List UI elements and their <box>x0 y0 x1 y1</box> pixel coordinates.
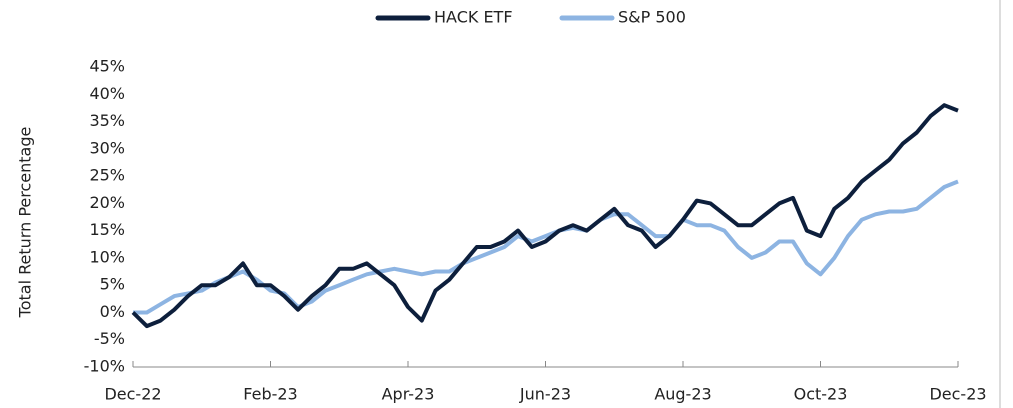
x-tick-label: Dec-22 <box>104 385 161 404</box>
series-line <box>131 103 959 329</box>
x-tick-label: Jun-23 <box>519 385 571 404</box>
x-tick-label: Oct-23 <box>794 385 848 404</box>
legend-label: HACK ETF <box>434 8 513 27</box>
x-tick-label: Aug-23 <box>654 385 711 404</box>
y-tick-label: 0% <box>100 302 125 321</box>
x-tick-label: Apr-23 <box>382 385 435 404</box>
y-tick-label: -5% <box>94 329 125 348</box>
x-tick-label: Dec-23 <box>929 385 986 404</box>
y-tick-label: 25% <box>89 166 125 185</box>
y-tick-label: 10% <box>89 247 125 266</box>
y-tick-label: 45% <box>89 57 125 76</box>
x-tick-label: Feb-23 <box>243 385 297 404</box>
y-axis-label: Total Return Percentage <box>16 127 35 319</box>
y-tick-label: -10% <box>84 357 125 376</box>
y-tick-label: 5% <box>100 275 125 294</box>
y-tick-label: 30% <box>89 138 125 157</box>
y-tick-label: 20% <box>89 193 125 212</box>
y-tick-label: 15% <box>89 220 125 239</box>
y-tick-label: 40% <box>89 84 125 103</box>
series-line <box>133 179 959 315</box>
legend-label: S&P 500 <box>618 8 686 27</box>
y-tick-label: 35% <box>89 111 125 130</box>
